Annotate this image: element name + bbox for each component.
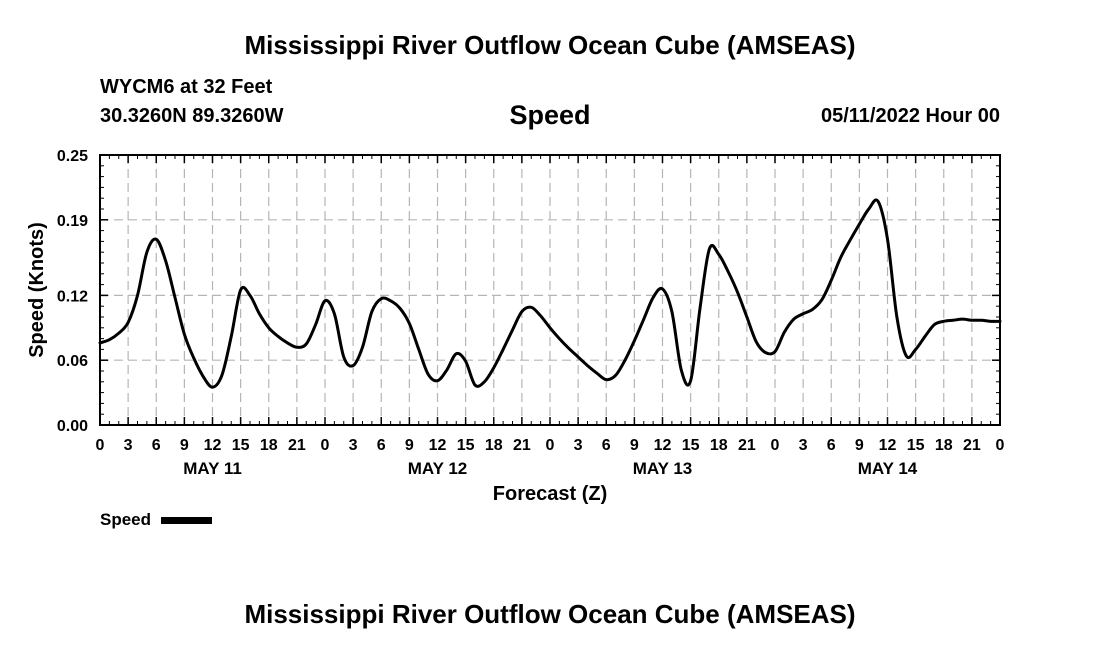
x-tick-label: 18 (935, 437, 953, 454)
y-tick-label: 0.06 (57, 353, 88, 370)
x-axis-label: Forecast (Z) (493, 483, 607, 505)
x-tick-label: 15 (232, 437, 250, 454)
page-title: Mississippi River Outflow Ocean Cube (AM… (244, 30, 856, 60)
x-tick-label: 3 (574, 437, 583, 454)
legend-swatch (161, 517, 212, 524)
x-tick-label: 0 (96, 437, 105, 454)
x-tick-label: 0 (546, 437, 555, 454)
x-tick-label: 21 (288, 437, 306, 454)
y-tick-label: 0.00 (57, 418, 88, 435)
x-tick-label: 21 (513, 437, 531, 454)
x-day-label: MAY 13 (633, 459, 693, 478)
y-axis-label: Speed (Knots) (26, 222, 48, 358)
x-tick-label: 18 (485, 437, 503, 454)
y-tick-label: 0.25 (57, 148, 88, 165)
axis-ticks (99, 154, 1001, 426)
grid-lines (100, 155, 1000, 425)
x-tick-label: 9 (855, 437, 864, 454)
x-tick-label: 9 (630, 437, 639, 454)
x-tick-label: 6 (602, 437, 611, 454)
x-day-label: MAY 12 (408, 459, 468, 478)
station-label: WYCM6 at 32 Feet (100, 76, 273, 98)
x-tick-label: 12 (429, 437, 447, 454)
run-time-label: 05/11/2022 Hour 00 (820, 105, 1000, 127)
footer-title: Mississippi River Outflow Ocean Cube (AM… (244, 599, 856, 629)
x-tick-label: 0 (996, 437, 1005, 454)
speed-series-line (98, 198, 1002, 389)
x-tick-label: 0 (771, 437, 780, 454)
y-tick-label: 0.19 (57, 213, 88, 230)
x-tick-label: 6 (827, 437, 836, 454)
coordinates-label: 30.3260N 89.3260W (100, 105, 284, 127)
x-tick-label: 6 (152, 437, 161, 454)
x-day-label: MAY 11 (183, 459, 242, 478)
x-day-label: MAY 14 (858, 459, 918, 478)
x-tick-label: 9 (180, 437, 189, 454)
x-tick-label: 6 (377, 437, 386, 454)
x-tick-label: 3 (799, 437, 808, 454)
legend-label: Speed (100, 510, 151, 529)
x-tick-label: 15 (907, 437, 925, 454)
y-tick-label: 0.12 (57, 288, 88, 305)
x-tick-label: 18 (260, 437, 278, 454)
x-tick-label: 15 (682, 437, 700, 454)
x-tick-label: 12 (654, 437, 672, 454)
axis-tick-labels: 0 3 6 9 12 15 18 21 0 3 6 9 12 15 18 21 0 3 6 9 12 15 18 21 0 3 6 9… (57, 148, 1005, 478)
x-tick-label: 3 (349, 437, 358, 454)
x-tick-label: 0 (321, 437, 330, 454)
x-tick-label: 21 (963, 437, 981, 454)
x-tick-label: 9 (405, 437, 414, 454)
x-tick-label: 12 (204, 437, 222, 454)
x-tick-label: 12 (879, 437, 897, 454)
x-tick-label: 18 (710, 437, 728, 454)
chart-title: Speed (509, 100, 591, 130)
x-tick-label: 21 (738, 437, 756, 454)
x-tick-label: 3 (124, 437, 133, 454)
x-tick-label: 15 (457, 437, 475, 454)
